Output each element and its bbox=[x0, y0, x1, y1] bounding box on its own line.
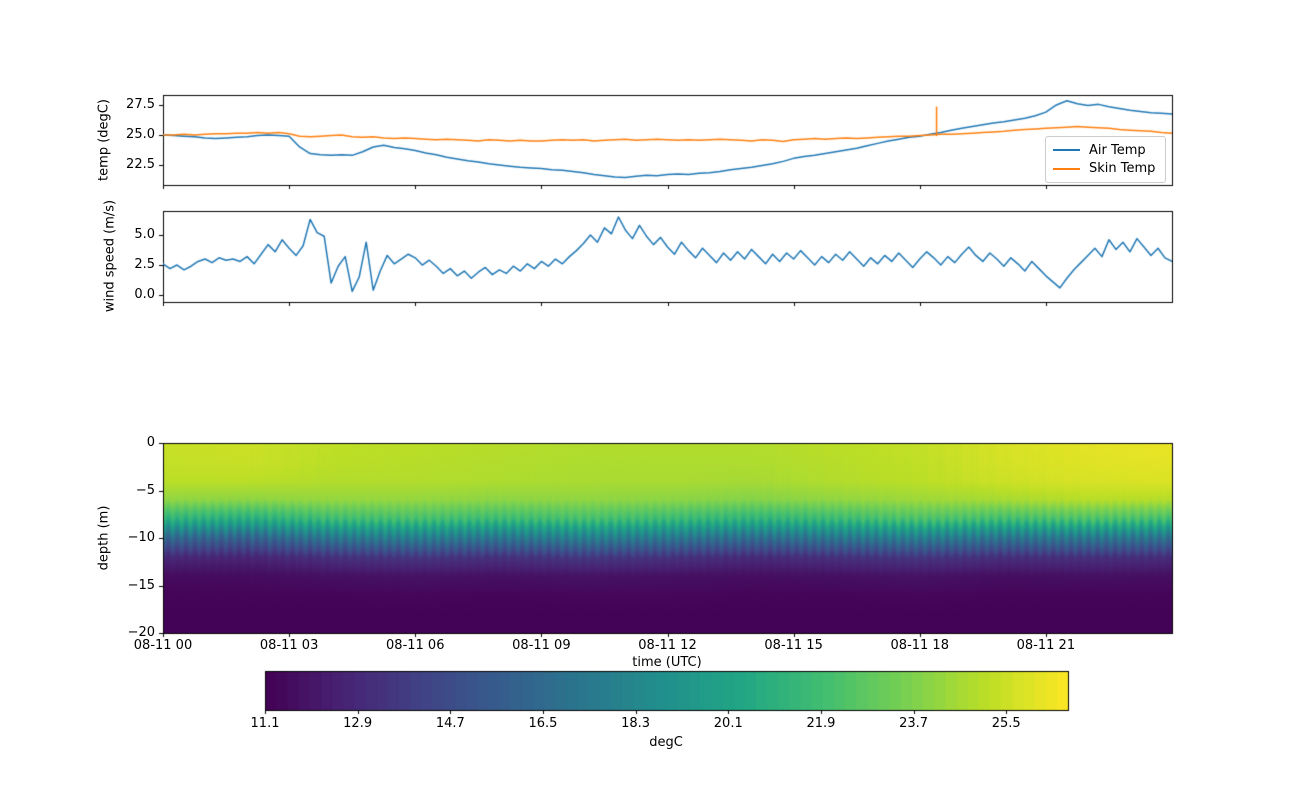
depth-y-tick-label: 0 bbox=[146, 435, 155, 450]
colorbar-tick-label: 18.3 bbox=[621, 716, 651, 731]
depth-y-tick-label: −20 bbox=[127, 625, 155, 640]
time-x-tick-label: 08-11 09 bbox=[512, 638, 571, 653]
wind-y-axis-label: wind speed (m/s) bbox=[102, 199, 118, 313]
colorbar-tick-label: 25.5 bbox=[991, 716, 1021, 731]
colorbar-label: degC bbox=[649, 735, 683, 750]
colorbar-tick-label: 21.9 bbox=[806, 716, 836, 731]
time-x-tick-label: 08-11 00 bbox=[133, 638, 193, 653]
legend-label-air-temp: Air Temp bbox=[1089, 142, 1146, 158]
depth-y-tick-label: −5 bbox=[135, 482, 155, 498]
colorbar-tick-label: 14.7 bbox=[435, 716, 465, 731]
colorbar-tick-label: 20.1 bbox=[713, 716, 743, 731]
temperature-y-tick-label: 22.5 bbox=[126, 156, 155, 172]
temp-y-axis-label: temp (degC) bbox=[96, 99, 112, 181]
time-x-tick-label: 08-11 18 bbox=[890, 638, 949, 653]
temperature-y-tick-label: 27.5 bbox=[126, 96, 155, 112]
time-x-tick-label: 08-11 21 bbox=[1016, 638, 1076, 653]
colorbar-tick-label: 16.5 bbox=[528, 716, 558, 731]
depth-y-axis-label: depth (m) bbox=[96, 505, 112, 571]
legend: Air Temp Skin Temp bbox=[1045, 136, 1166, 183]
air-temp-line-swatch bbox=[1053, 149, 1080, 152]
colorbar-tick-label: 23.7 bbox=[899, 716, 929, 731]
colorbar-tick-label: 11.1 bbox=[250, 716, 280, 731]
wind-y-tick-label: 2.5 bbox=[134, 257, 155, 273]
time-x-tick-label: 08-11 06 bbox=[386, 638, 445, 653]
time-x-tick-label: 08-11 12 bbox=[638, 638, 697, 653]
time-x-tick-label: 08-11 15 bbox=[764, 638, 823, 653]
legend-item-air-temp: Air Temp bbox=[1053, 143, 1158, 158]
wind-y-tick-label: 5.0 bbox=[134, 227, 155, 242]
temperature-y-tick-label: 25.0 bbox=[126, 126, 155, 142]
depth-y-tick-label: −15 bbox=[127, 577, 155, 593]
time-x-tick-label: 08-11 03 bbox=[259, 638, 319, 653]
depth-y-tick-label: −10 bbox=[127, 530, 155, 545]
colorbar-tick-label: 12.9 bbox=[343, 716, 373, 731]
skin-temp-line-swatch bbox=[1053, 167, 1080, 170]
legend-label-skin-temp: Skin Temp bbox=[1089, 161, 1156, 177]
legend-item-skin-temp: Skin Temp bbox=[1053, 161, 1158, 176]
wind-y-tick-label: 0.0 bbox=[134, 287, 155, 303]
time-x-axis-label: time (UTC) bbox=[632, 655, 702, 670]
